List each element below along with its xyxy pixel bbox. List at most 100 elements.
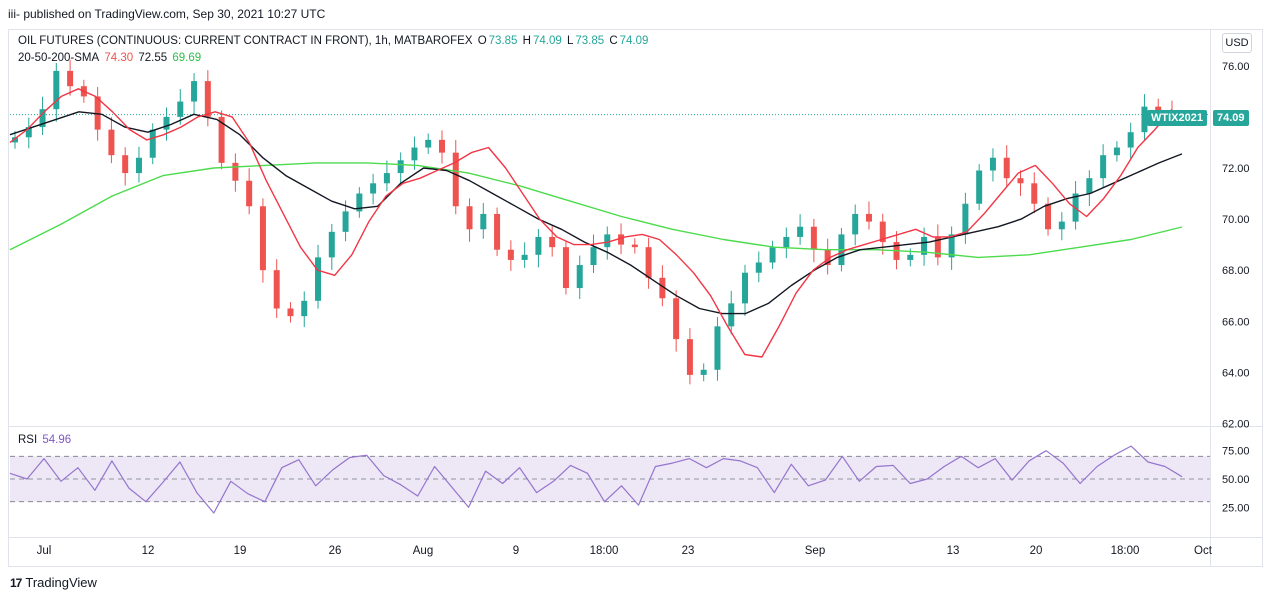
candle-body [521,254,528,260]
candle-body [728,303,735,327]
candle-body [246,180,253,207]
time-tick-label: 12 [142,545,155,557]
candle-body [438,139,445,153]
rsi-tick-label: 75.00 [1222,446,1250,458]
candle-body [94,96,101,130]
footer-brand-name: TradingView [25,575,97,590]
price-tick-label: 72.00 [1222,163,1250,175]
sma200-value: 69.69 [172,52,202,64]
low-label: L [566,35,574,47]
time-tick-label: Sep [805,545,825,557]
candle-body [921,236,928,255]
candle-body [108,129,115,156]
candle-body [590,247,597,266]
rsi-value: 54.96 [42,434,72,446]
rsi-label: RSI [18,434,38,446]
sma-label: 20-50-200-SMA [18,52,100,64]
candle-body [122,155,129,174]
sma20-value: 74.30 [104,52,134,64]
open-label: O [477,35,487,47]
price-tick-label: 66.00 [1222,316,1250,328]
candle-body [328,231,335,258]
candle-body [425,139,432,148]
candle-body [714,326,721,370]
published-caption: iii- published on TradingView.com, Sep 3… [8,7,326,21]
candle-body [742,272,749,304]
sma200-line [9,162,1183,259]
candle-body [191,81,198,102]
time-tick-label: Oct [1194,545,1213,557]
time-tick-label: Aug [413,545,433,557]
candle-body [397,160,404,174]
candle-body [1155,106,1162,112]
candle-body [177,101,184,117]
candle-body [494,213,501,250]
sma-legend: 20-50-200-SMA 74.30 72.55 69.69 [18,52,203,64]
candle-body [370,183,377,194]
candle-body [879,221,886,243]
candle-body [700,369,707,375]
currency-button[interactable]: USD [1222,33,1252,53]
candle-body [163,116,170,130]
candle-body [1058,221,1065,230]
candle-body [755,262,762,273]
sma50-value: 72.55 [138,52,168,64]
candle-body [549,236,556,248]
low-value: 73.85 [575,35,605,47]
candle-body [383,173,390,184]
candle-body [962,203,969,235]
candle-body [480,213,487,230]
candle-body [618,234,625,245]
time-tick-label: 26 [329,545,342,557]
candle-body [865,213,872,222]
candle-body [769,247,776,263]
last-price-tag: 74.09 [1213,110,1249,126]
price-tick-label: 68.00 [1222,265,1250,277]
price-tick-label: 76.00 [1222,61,1250,73]
candle-body [53,70,60,110]
price-tick-label: 70.00 [1222,214,1250,226]
candle-body [535,236,542,255]
tradingview-logo-icon: 17 [10,575,22,590]
candle-body [1127,132,1134,148]
candle-body [204,81,211,117]
candle-body [1086,178,1093,194]
candle-body [39,109,46,128]
candle-body [259,206,266,271]
footer-brand[interactable]: 17 TradingView [10,575,97,590]
candle-body [934,236,941,258]
candle-body [562,247,569,289]
symbol-name: OIL FUTURES (CONTINUOUS: CURRENT CONTRAC… [18,35,473,47]
candle-body [576,265,583,289]
close-label: C [609,35,618,47]
candle-body [273,270,280,309]
candle-body [466,206,473,230]
candle-body [948,234,955,258]
symbol-price-tag: WTIX2021 [1147,110,1207,126]
high-label: H [522,35,531,47]
candle-body [218,116,225,163]
candle-body [824,249,831,266]
candle-body [315,257,322,301]
candle-body [686,339,693,375]
candle-body [452,152,459,207]
close-value: 74.09 [619,35,649,47]
candle-body [301,300,308,317]
candle-body [659,277,666,299]
candle-body [1141,106,1148,133]
candle-body [356,193,363,212]
candle-body [25,127,32,138]
high-value: 74.09 [532,35,562,47]
sma20-line [9,88,1173,358]
candle-body [631,244,638,248]
time-tick-label: 18:00 [1111,545,1140,557]
candle-body [797,226,804,237]
time-tick-label: 13 [947,545,960,557]
candle-body [1045,203,1052,230]
sma50-line [9,111,1183,315]
time-tick-label: 20 [1030,545,1043,557]
time-tick-label: Jul [37,545,52,557]
candle-body [411,147,418,161]
symbol-legend: OIL FUTURES (CONTINUOUS: CURRENT CONTRAC… [18,35,650,47]
